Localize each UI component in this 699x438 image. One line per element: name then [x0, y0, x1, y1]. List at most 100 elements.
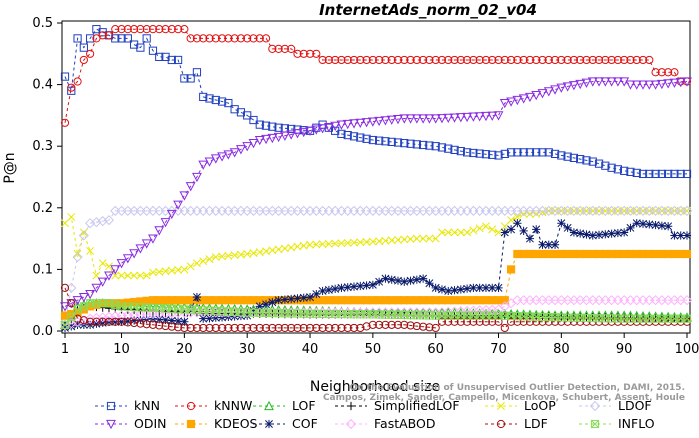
data-point-knn — [582, 156, 591, 165]
data-point-odin — [499, 98, 510, 109]
data-point-odin — [367, 117, 378, 127]
data-point-odin — [562, 82, 573, 92]
data-point-loop — [218, 252, 227, 261]
data-point-knn — [481, 150, 491, 159]
data-point-knn — [419, 140, 428, 150]
data-point-loop — [280, 244, 289, 253]
data-point-knnw — [155, 25, 164, 34]
data-point-knnw — [670, 68, 679, 77]
data-point-odin — [166, 209, 177, 220]
x-tick-label: 30 — [239, 342, 256, 357]
data-point-odin — [506, 97, 517, 107]
data-point-ldf — [550, 317, 560, 326]
data-point-knnw — [563, 55, 572, 65]
data-point-odin — [393, 114, 403, 125]
legend-item-cof: COF — [253, 416, 318, 431]
data-point-knn — [450, 145, 459, 154]
data-point-ldf — [104, 317, 114, 326]
data-point-odin — [91, 283, 102, 294]
data-point-loop — [268, 246, 277, 255]
data-point-odin — [173, 200, 184, 210]
y-tick-label: 0.3 — [32, 139, 53, 154]
data-point-loop — [444, 228, 453, 237]
data-point-knnw — [450, 55, 459, 65]
data-point-cof — [607, 229, 616, 238]
data-point-ldf — [123, 318, 132, 327]
data-point-knn — [130, 40, 139, 49]
data-point-loop — [406, 235, 415, 243]
data-point-knn — [117, 34, 126, 43]
data-point-knnw — [117, 25, 126, 34]
legend-marker-inflo — [590, 419, 600, 429]
data-point-loop — [211, 253, 220, 262]
data-point-ldof — [103, 215, 115, 226]
legend-marker-ldf — [496, 419, 506, 429]
data-point-ldf — [211, 323, 220, 333]
data-point-loop — [306, 240, 314, 249]
data-point-ldf — [393, 320, 403, 329]
data-point-cof — [651, 220, 660, 230]
data-point-ldf — [161, 321, 170, 331]
legend-marker-lof — [264, 400, 274, 411]
data-point-cof — [268, 298, 277, 307]
data-point-knn — [676, 169, 685, 179]
data-point-odin — [537, 89, 548, 99]
data-point-odin — [575, 79, 586, 90]
series-inflo — [60, 299, 692, 329]
legend-label-knnw: kNNW — [214, 398, 252, 413]
data-point-knnw — [381, 55, 390, 65]
data-point-knn — [224, 98, 233, 108]
data-point-loop — [331, 239, 340, 248]
watermark-line-1: On the Evaluation of Unsupervised Outlie… — [350, 383, 685, 393]
data-point-odin — [72, 296, 83, 306]
data-point-cof — [375, 277, 384, 286]
data-point-ldf — [79, 316, 88, 325]
legend-marker-ldof — [589, 400, 601, 412]
data-point-knnw — [532, 55, 541, 65]
data-point-cof — [180, 317, 189, 326]
data-point-loop — [299, 241, 308, 250]
data-point-odin — [405, 114, 416, 124]
data-point-knnw — [494, 55, 503, 65]
data-point-knn — [375, 136, 384, 145]
data-point-odin — [248, 139, 259, 149]
data-point-cof — [111, 317, 120, 326]
data-point-ldf — [500, 323, 509, 333]
legend-item-ldof: LDOF — [579, 398, 652, 413]
data-point-knn — [173, 55, 183, 65]
data-point-odin — [424, 114, 435, 124]
data-point-cof — [601, 230, 610, 239]
data-point-cof — [588, 231, 597, 240]
data-point-odin — [531, 90, 542, 101]
data-point-knn — [488, 150, 497, 159]
data-point-cof — [381, 274, 390, 283]
data-point-knn — [387, 137, 396, 146]
legend-label-knn: kNN — [134, 398, 160, 413]
data-point-knn — [506, 148, 516, 157]
data-point-knnw — [582, 55, 591, 65]
data-point-ldf — [368, 320, 377, 329]
data-point-cof — [274, 296, 283, 305]
data-point-knn — [167, 55, 176, 65]
data-point-odin — [198, 160, 209, 170]
data-point-knn — [607, 163, 616, 172]
data-point-knn — [500, 149, 509, 159]
y-tick-label: 0.2 — [32, 201, 53, 216]
data-point-odin — [606, 77, 617, 87]
data-point-knnw — [318, 55, 327, 65]
data-point-knn — [437, 143, 447, 152]
data-point-knn — [425, 141, 434, 150]
data-point-cof — [463, 284, 472, 293]
data-point-loop — [86, 246, 95, 255]
data-point-ldf — [111, 317, 120, 326]
chart-title: InternetAds_norm_02_v04 — [319, 1, 537, 19]
data-point-ldf — [186, 323, 195, 333]
data-point-knn — [638, 169, 648, 179]
data-point-knn — [331, 126, 340, 135]
data-point-knn — [538, 148, 547, 157]
data-point-ldf — [356, 323, 365, 333]
data-point-knnw — [544, 55, 553, 65]
data-point-cof — [664, 222, 673, 231]
data-point-odin — [361, 118, 372, 128]
